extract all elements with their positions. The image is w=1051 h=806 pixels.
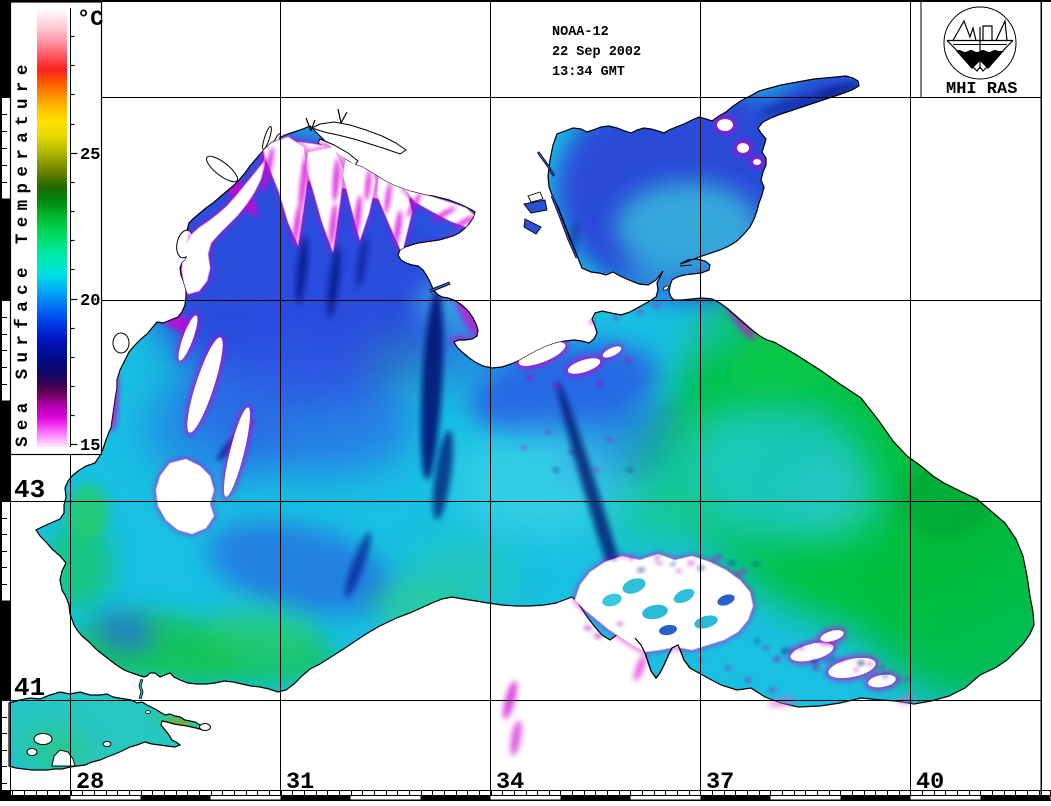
svg-text:15: 15 (80, 437, 100, 456)
svg-text:MHI RAS: MHI RAS (946, 80, 1017, 99)
svg-text:25: 25 (80, 146, 100, 165)
svg-text:40: 40 (916, 769, 944, 796)
svg-text:41: 41 (14, 673, 45, 703)
svg-text:37: 37 (706, 769, 734, 796)
svg-text:22 Sep 2002: 22 Sep 2002 (552, 45, 641, 60)
svg-text:°C: °C (77, 7, 103, 32)
svg-text:31: 31 (286, 769, 314, 796)
svg-text:Sea Surface Temperature: Sea Surface Temperature (13, 58, 33, 447)
svg-text:28: 28 (76, 769, 104, 796)
svg-text:NOAA-12: NOAA-12 (552, 25, 609, 40)
svg-text:13:34 GMT: 13:34 GMT (552, 65, 625, 80)
svg-text:34: 34 (496, 769, 524, 796)
svg-text:43: 43 (14, 475, 45, 505)
svg-text:20: 20 (80, 292, 100, 311)
